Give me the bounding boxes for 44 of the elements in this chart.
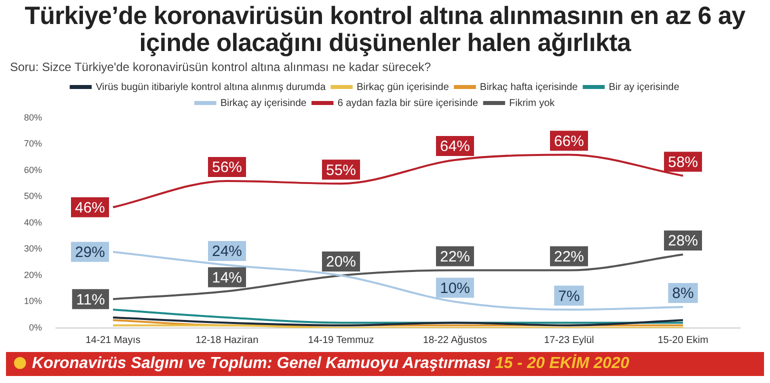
x-tick-label: 18-22 Ağustos xyxy=(423,334,487,346)
line-series xyxy=(112,316,684,326)
y-tick-label: 70% xyxy=(24,138,42,149)
data-label: 11% xyxy=(76,291,106,308)
data-label: 46% xyxy=(74,199,106,216)
legend-label: Virüs bugün itibariyle kontrol altına alınmış durumda xyxy=(96,82,326,93)
y-tick-label: 80% xyxy=(24,112,42,122)
x-tick-label: 14-19 Temmuz xyxy=(308,334,374,346)
chart-title: Türkiye’de koronavirüsün kontrol altına alınmasının en az 6 ay içinde olacağını düşünenler halen ağırlıkta xyxy=(24,2,746,57)
chart-subtitle: Soru: Sizce Türkiye'de koronavirüsün kontrol altına alınması ne kadar sürecek? xyxy=(10,60,432,74)
x-tick-label: 12-18 Haziran xyxy=(196,334,258,346)
data-label: 8% xyxy=(672,285,694,302)
y-tick-label: 10% xyxy=(24,296,42,306)
data-label: 24% xyxy=(212,243,242,260)
text: Koronavirüs Salgını ve Toplum: Genel Kamuoyu Araştırması xyxy=(32,355,490,372)
data-label: 58% xyxy=(668,154,698,171)
data-label: 20% xyxy=(326,254,356,271)
data-label: 22% xyxy=(554,248,584,266)
legend-label: Birkaç hafta içerisinde xyxy=(480,82,578,93)
x-tick-label: 14-21 Mayıs xyxy=(85,334,141,346)
data-label: 10% xyxy=(440,280,470,297)
y-tick-label: 0% xyxy=(29,322,42,332)
y-tick-label: 40% xyxy=(24,217,42,228)
data-label: 28% xyxy=(668,232,698,250)
data-label: 22% xyxy=(440,248,470,266)
data-label: 64% xyxy=(440,138,470,156)
y-tick-label: 60% xyxy=(24,164,42,175)
y-tick-label: 20% xyxy=(24,270,42,280)
legend-label: Fikrim yok xyxy=(509,98,556,109)
legend-label: 6 aydan fazla bir süre içerisinde xyxy=(337,98,479,109)
x-tick-label: 15-20 Ekim xyxy=(658,334,708,346)
text: 15 - 20 EKİM 2020 xyxy=(494,355,630,372)
y-tick-label: 30% xyxy=(24,244,42,254)
data-label: 56% xyxy=(212,159,242,176)
legend-label: Birkaç gün içerisinde xyxy=(356,82,450,93)
legend-label: Birkaç ay içerisinde xyxy=(220,98,307,109)
data-label: 66% xyxy=(554,132,584,150)
data-label: 7% xyxy=(558,288,580,305)
data-label: 29% xyxy=(74,244,106,262)
legend-label: Bir ay içerisinde xyxy=(608,82,680,93)
data-label: 14% xyxy=(212,269,242,286)
data-label: 55% xyxy=(326,162,356,179)
x-tick-label: 17-23 Eylül xyxy=(544,334,594,346)
y-tick-label: 50% xyxy=(24,191,42,202)
